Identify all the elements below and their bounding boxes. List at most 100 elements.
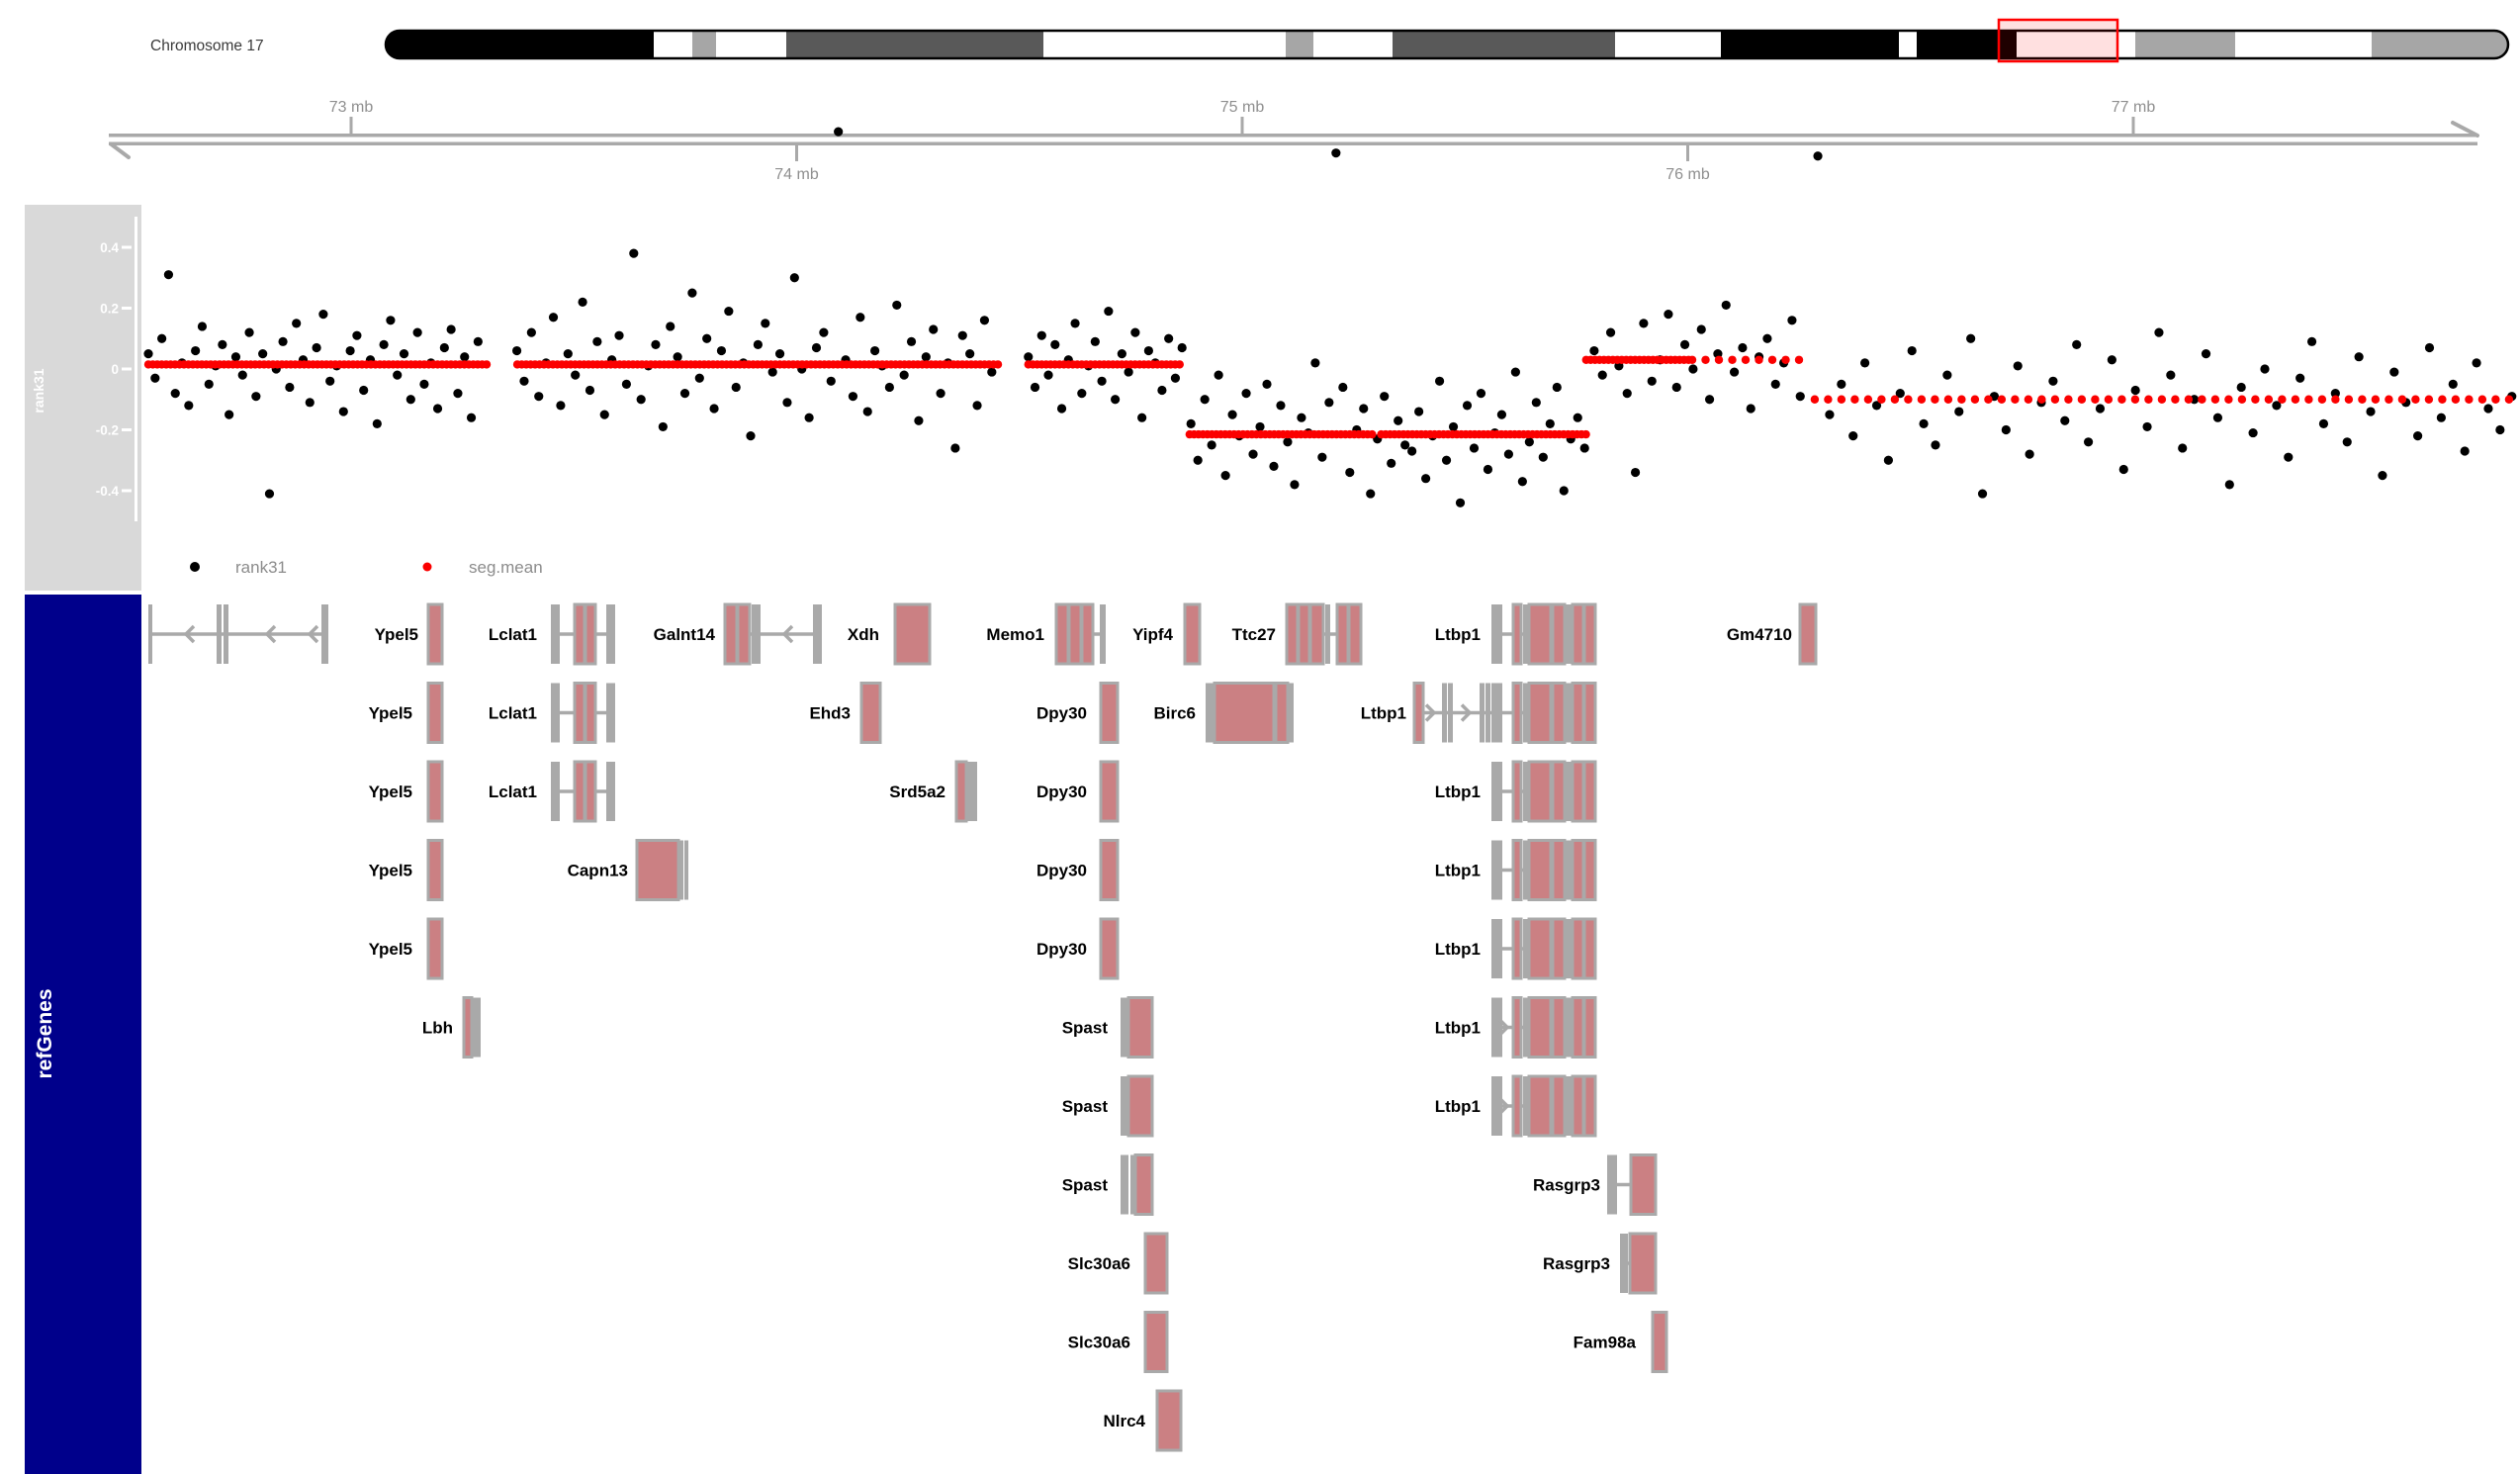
scatter-point: [2201, 349, 2211, 359]
gene-exon-box: [1628, 1232, 1658, 1295]
gene-exon-box: [1582, 760, 1597, 823]
gene-label: Lclat1: [489, 704, 537, 723]
scatter-point: [687, 288, 697, 298]
scatter-point: [432, 404, 443, 414]
axis-tick: [795, 145, 798, 161]
legend: rank31 seg.mean: [190, 558, 543, 577]
gene-model: Ltbp1: [1435, 602, 1597, 666]
gene-label: Dpy30: [1036, 862, 1087, 880]
scatter-point: [1050, 339, 1060, 349]
gene-utr-bar: [1442, 683, 1447, 743]
seg-mean-dot: [2064, 395, 2073, 404]
gene-model: Ltbp1: [1361, 682, 1597, 744]
genes-track-label-panel: [25, 595, 141, 1474]
seg-mean-dot: [1984, 395, 1993, 404]
scatter-point: [1517, 477, 1527, 487]
scatter-point: [2483, 404, 2493, 414]
scatter-point: [972, 401, 982, 411]
scatter-point: [2224, 480, 2234, 490]
genes-track-title: refGenes: [34, 988, 56, 1078]
scatter-point: [2118, 464, 2128, 475]
gene-exon-box: [1582, 839, 1597, 901]
scatter-point: [1214, 370, 1223, 380]
gene-label: Ypel5: [369, 940, 412, 959]
seg-mean-dot: [1794, 355, 1804, 364]
gene-utr-bar: [678, 840, 683, 900]
gene-exon-box: [1511, 917, 1523, 980]
gene-exon-box: [462, 996, 474, 1059]
scatter-point: [2295, 373, 2305, 383]
gene-exon-box: [1582, 917, 1597, 980]
ideogram-band: [1313, 31, 1393, 58]
gene-utr-bar: [1620, 1234, 1628, 1293]
seg-mean-dot: [2091, 395, 2100, 404]
scatter-point: [2284, 452, 2294, 462]
gene-utr-bar: [1523, 997, 1528, 1058]
gene-exon-box: [1308, 602, 1325, 666]
gene-utr-bar: [1480, 683, 1485, 743]
scatter-point: [1394, 415, 1403, 425]
scatter-point: [1283, 437, 1293, 447]
scatter-point: [1770, 379, 1780, 389]
scatter-point: [651, 339, 661, 349]
gene-label: Spast: [1062, 1176, 1109, 1195]
gene-model: Ypel5: [369, 682, 444, 744]
axis-tick: [1686, 145, 1689, 161]
gene-exon-box: [573, 602, 586, 666]
gene-label: Ltbp1: [1435, 783, 1481, 801]
scatter-point: [439, 342, 449, 353]
scatter-point: [2354, 352, 2364, 362]
seg-mean-dot: [1701, 355, 1710, 364]
scatter-point: [636, 395, 646, 405]
gene-exon-box: [1571, 682, 1585, 744]
scatter-point: [892, 300, 902, 311]
ideogram-highlight-box: [1997, 18, 2119, 63]
gene-utr-bar: [606, 683, 615, 743]
scatter-point: [694, 373, 704, 383]
scatter-point: [1746, 404, 1755, 414]
ideogram-band: [1393, 31, 1615, 58]
genome-axis: 73 mb 74 mb 75 mb 76 mb 77 mb: [109, 99, 2479, 183]
scatter-point: [399, 349, 409, 359]
gene-intron-line: [725, 632, 822, 636]
scatter-point: [170, 389, 180, 399]
scatter-point: [753, 339, 763, 349]
gene-model: Lclat1: [489, 602, 615, 666]
gene-model: Ttc27: [1232, 602, 1363, 666]
scatter-point: [1483, 464, 1493, 475]
seg-mean-dot: [2504, 395, 2514, 404]
scatter-point: [372, 418, 382, 428]
ideogram-band: [1899, 31, 1917, 58]
scatter-point: [921, 352, 931, 362]
seg-mean-dot: [2104, 395, 2114, 404]
scatter-point: [826, 376, 836, 386]
scatter-point: [1545, 418, 1555, 428]
scatter-point: [585, 385, 595, 396]
scatter-point: [658, 421, 668, 432]
scatter-point: [1552, 382, 1562, 393]
scatter-point: [1510, 367, 1520, 377]
scatter-point: [230, 352, 241, 362]
seg-mean-dot: [1877, 395, 1886, 404]
scatter-point: [2424, 342, 2435, 353]
gene-utr-bar: [1523, 683, 1528, 743]
gene-exon-box: [1067, 602, 1083, 666]
gene-model: Rasgrp3: [1533, 1153, 1658, 1216]
scatter-point: [1434, 376, 1445, 386]
scatter-point: [511, 345, 522, 356]
scatter-point: [1043, 370, 1053, 380]
gene-label: Dpy30: [1036, 940, 1087, 959]
gene-exon-box: [1527, 839, 1553, 901]
gene-exon-box: [1629, 1153, 1658, 1216]
gene-model: Rasgrp3: [1543, 1232, 1658, 1295]
scatter-y-axis-line: [135, 217, 137, 521]
scatter-point: [592, 336, 602, 346]
seg-mean-dot: [2224, 395, 2233, 404]
strand-arrow-left-icon: [264, 624, 277, 644]
scatter-point: [614, 330, 624, 340]
scatter-point: [1795, 392, 1805, 402]
gene-utr-bar: [684, 840, 688, 900]
gene-exon-box: [584, 682, 597, 744]
scatter-point: [1056, 404, 1067, 414]
